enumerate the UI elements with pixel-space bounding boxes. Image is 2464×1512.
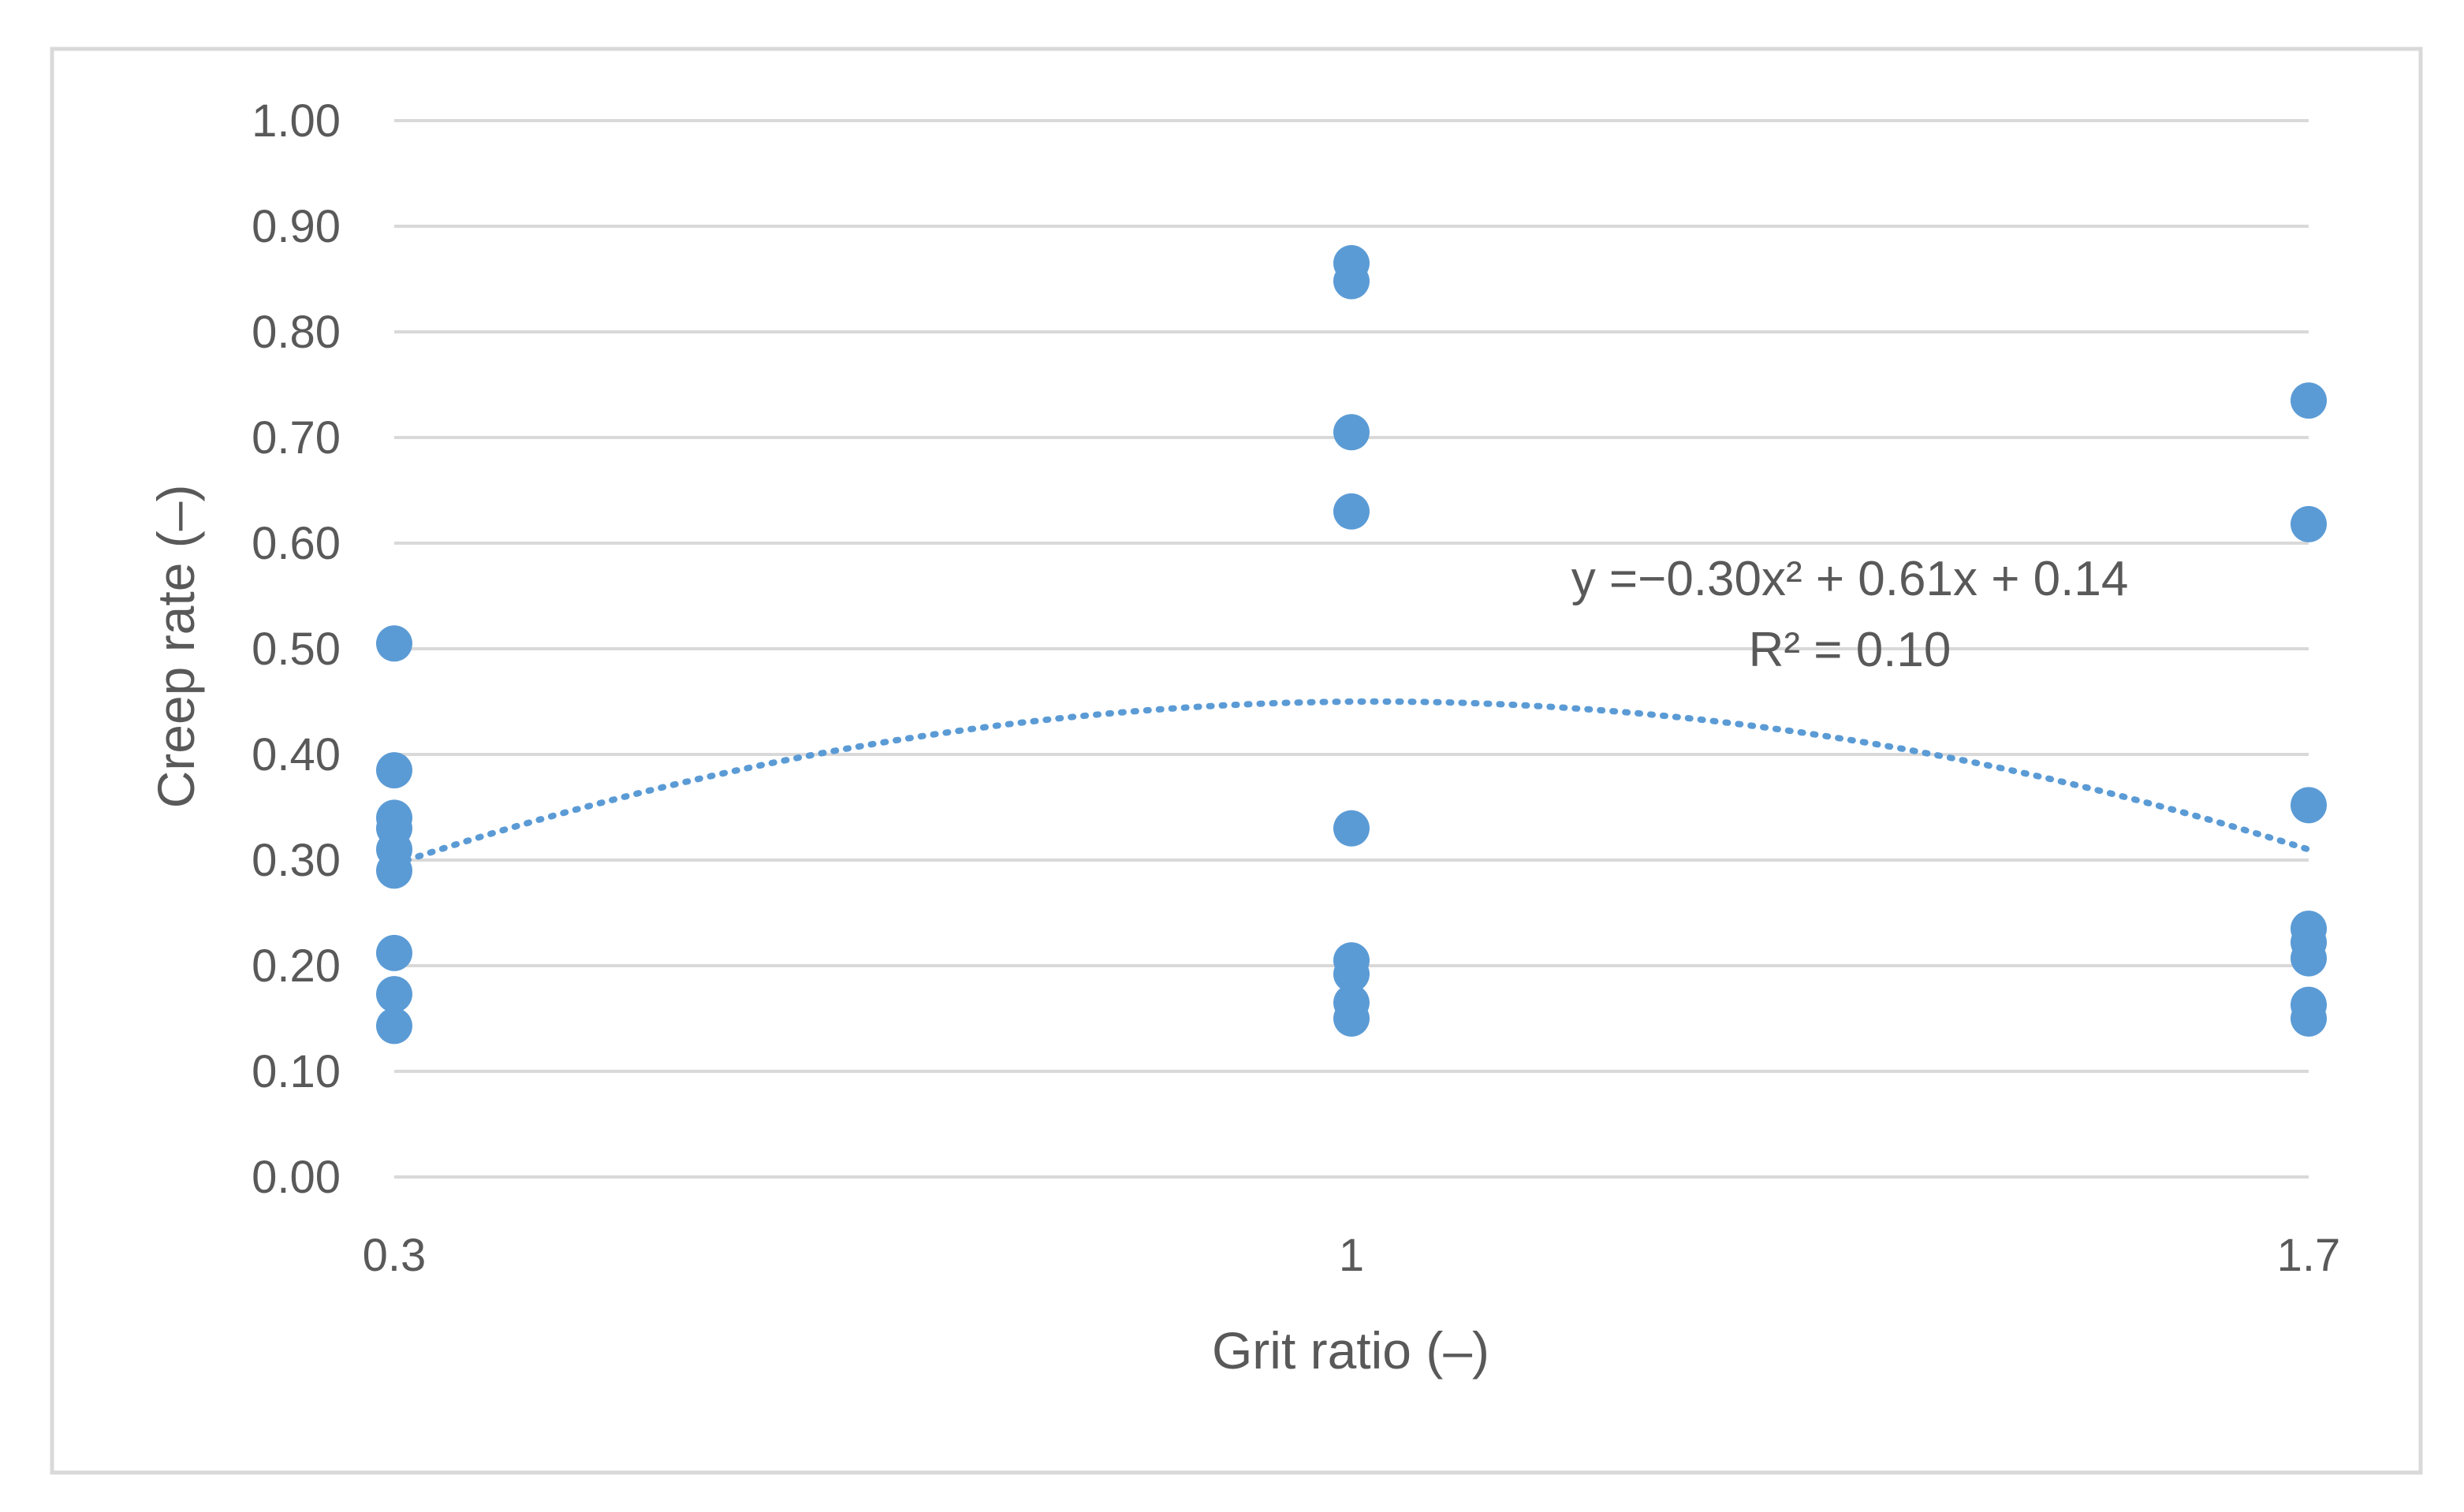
y-axis-title: Creep rate (–) [147, 485, 205, 809]
y-tick-label: 0.20 [252, 940, 341, 992]
x-tick-label: 1 [1339, 1230, 1364, 1281]
data-point [376, 852, 412, 889]
y-tick-label: 0.90 [252, 201, 341, 252]
data-points [376, 244, 2327, 1045]
data-point [2291, 505, 2327, 542]
data-point [376, 934, 412, 971]
trendline [391, 698, 2312, 868]
y-tick-label: 0.40 [252, 729, 341, 780]
data-point [1333, 955, 1370, 992]
y-tick-label: 0.10 [252, 1046, 341, 1097]
y-tick-label: 0.70 [252, 412, 341, 464]
y-tick-label: 0.50 [252, 624, 341, 675]
y-tick-labels: 0.00 0.10 0.20 0.30 0.40 0.50 0.60 0.70 0.80 0.90… [252, 95, 341, 1203]
data-point [1333, 810, 1370, 847]
data-point [1333, 263, 1370, 300]
y-tick-label: 0.00 [252, 1152, 341, 1203]
data-point [376, 752, 412, 789]
data-point [376, 625, 412, 662]
data-point [376, 976, 412, 1013]
data-point [2291, 940, 2327, 977]
data-point [1333, 414, 1370, 451]
data-point [1333, 493, 1370, 530]
x-tick-label: 1.7 [2277, 1230, 2341, 1281]
gridlines [394, 119, 2309, 1179]
trendline-r2: R² = 0.10 [1749, 623, 1951, 677]
y-tick-label: 0.80 [252, 307, 341, 358]
y-tick-label: 0.30 [252, 835, 341, 886]
data-point [2291, 382, 2327, 419]
data-point [376, 1007, 412, 1045]
chart-border [50, 47, 2423, 1475]
y-tick-label: 0.60 [252, 518, 341, 569]
x-axis-title: Grit ratio (–) [1212, 1321, 1489, 1380]
y-tick-label: 1.00 [252, 95, 341, 147]
data-point [1333, 1000, 1370, 1037]
data-point [2291, 787, 2327, 824]
data-point [2291, 1000, 2327, 1037]
x-tick-labels: 0.3 1 1.7 [363, 1230, 2341, 1281]
x-tick-label: 0.3 [363, 1230, 427, 1281]
trendline-equation: y =−0.30x² + 0.61x + 0.14 [1571, 552, 2129, 606]
